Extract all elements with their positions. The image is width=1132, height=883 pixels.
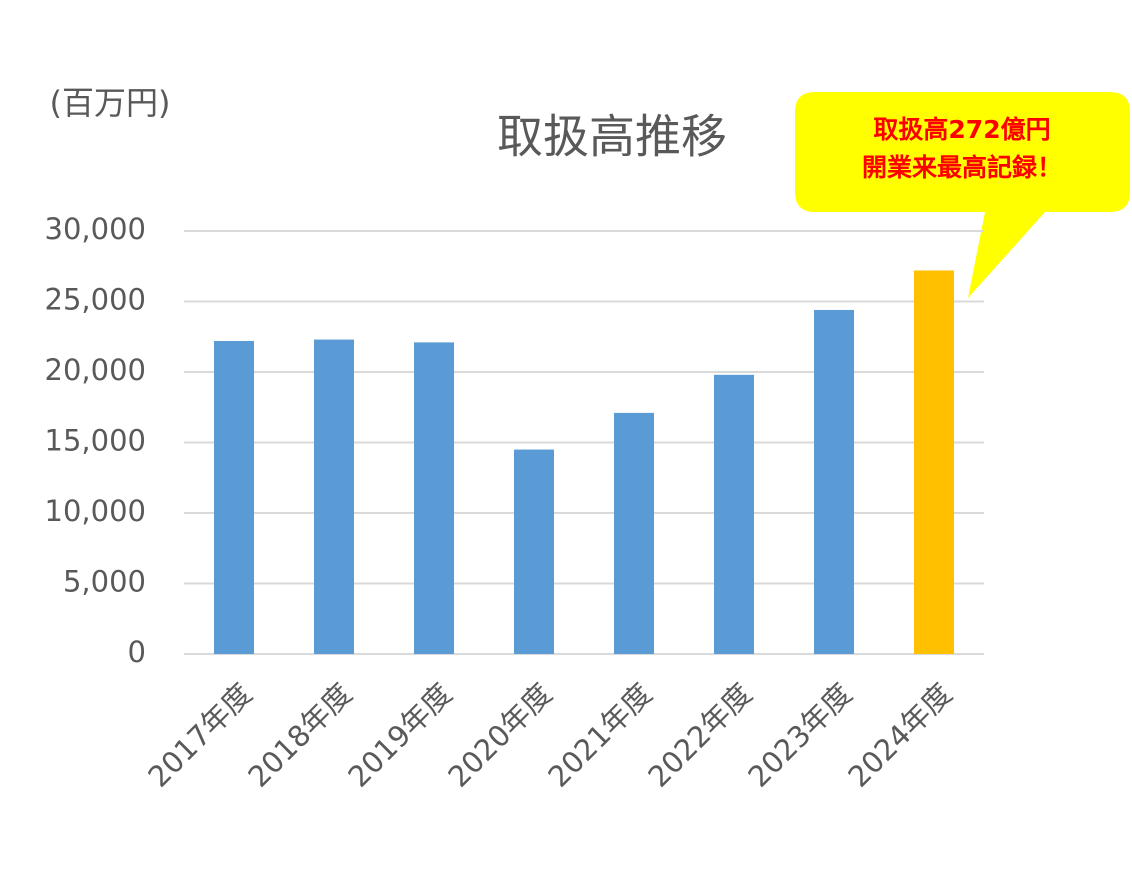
callout-text: 開業来最高記録！	[862, 153, 1062, 182]
y-tick-label: 15,000	[45, 424, 146, 458]
y-tick-label: 0	[128, 635, 146, 669]
chart-title: 取扱高推移	[497, 110, 727, 164]
x-tick-label: 2019年度	[341, 677, 458, 794]
y-axis-label: (百万円)	[50, 84, 171, 122]
x-tick-label: 2020年度	[441, 677, 558, 794]
y-tick-label: 5,000	[63, 565, 146, 599]
bar	[614, 412, 654, 654]
bar	[914, 270, 954, 654]
x-tick-label: 2017年度	[141, 677, 258, 794]
bar	[514, 449, 554, 654]
x-tick-label: 2021年度	[541, 677, 658, 794]
x-tick-label: 2023年度	[741, 677, 858, 794]
bar	[214, 340, 254, 654]
y-tick-label: 20,000	[45, 353, 146, 387]
x-tick-label: 2024年度	[841, 677, 958, 794]
x-tick-label: 2022年度	[641, 677, 758, 794]
y-tick-label: 30,000	[45, 212, 146, 246]
bar	[714, 374, 754, 654]
bar	[814, 309, 854, 654]
y-tick-label: 10,000	[45, 494, 146, 528]
y-tick-label: 25,000	[45, 283, 146, 317]
callout-box	[795, 92, 1130, 298]
callout-text: 取扱高272億円	[873, 115, 1050, 144]
bar	[414, 342, 454, 654]
x-tick-label: 2018年度	[241, 677, 358, 794]
bar	[314, 339, 354, 654]
